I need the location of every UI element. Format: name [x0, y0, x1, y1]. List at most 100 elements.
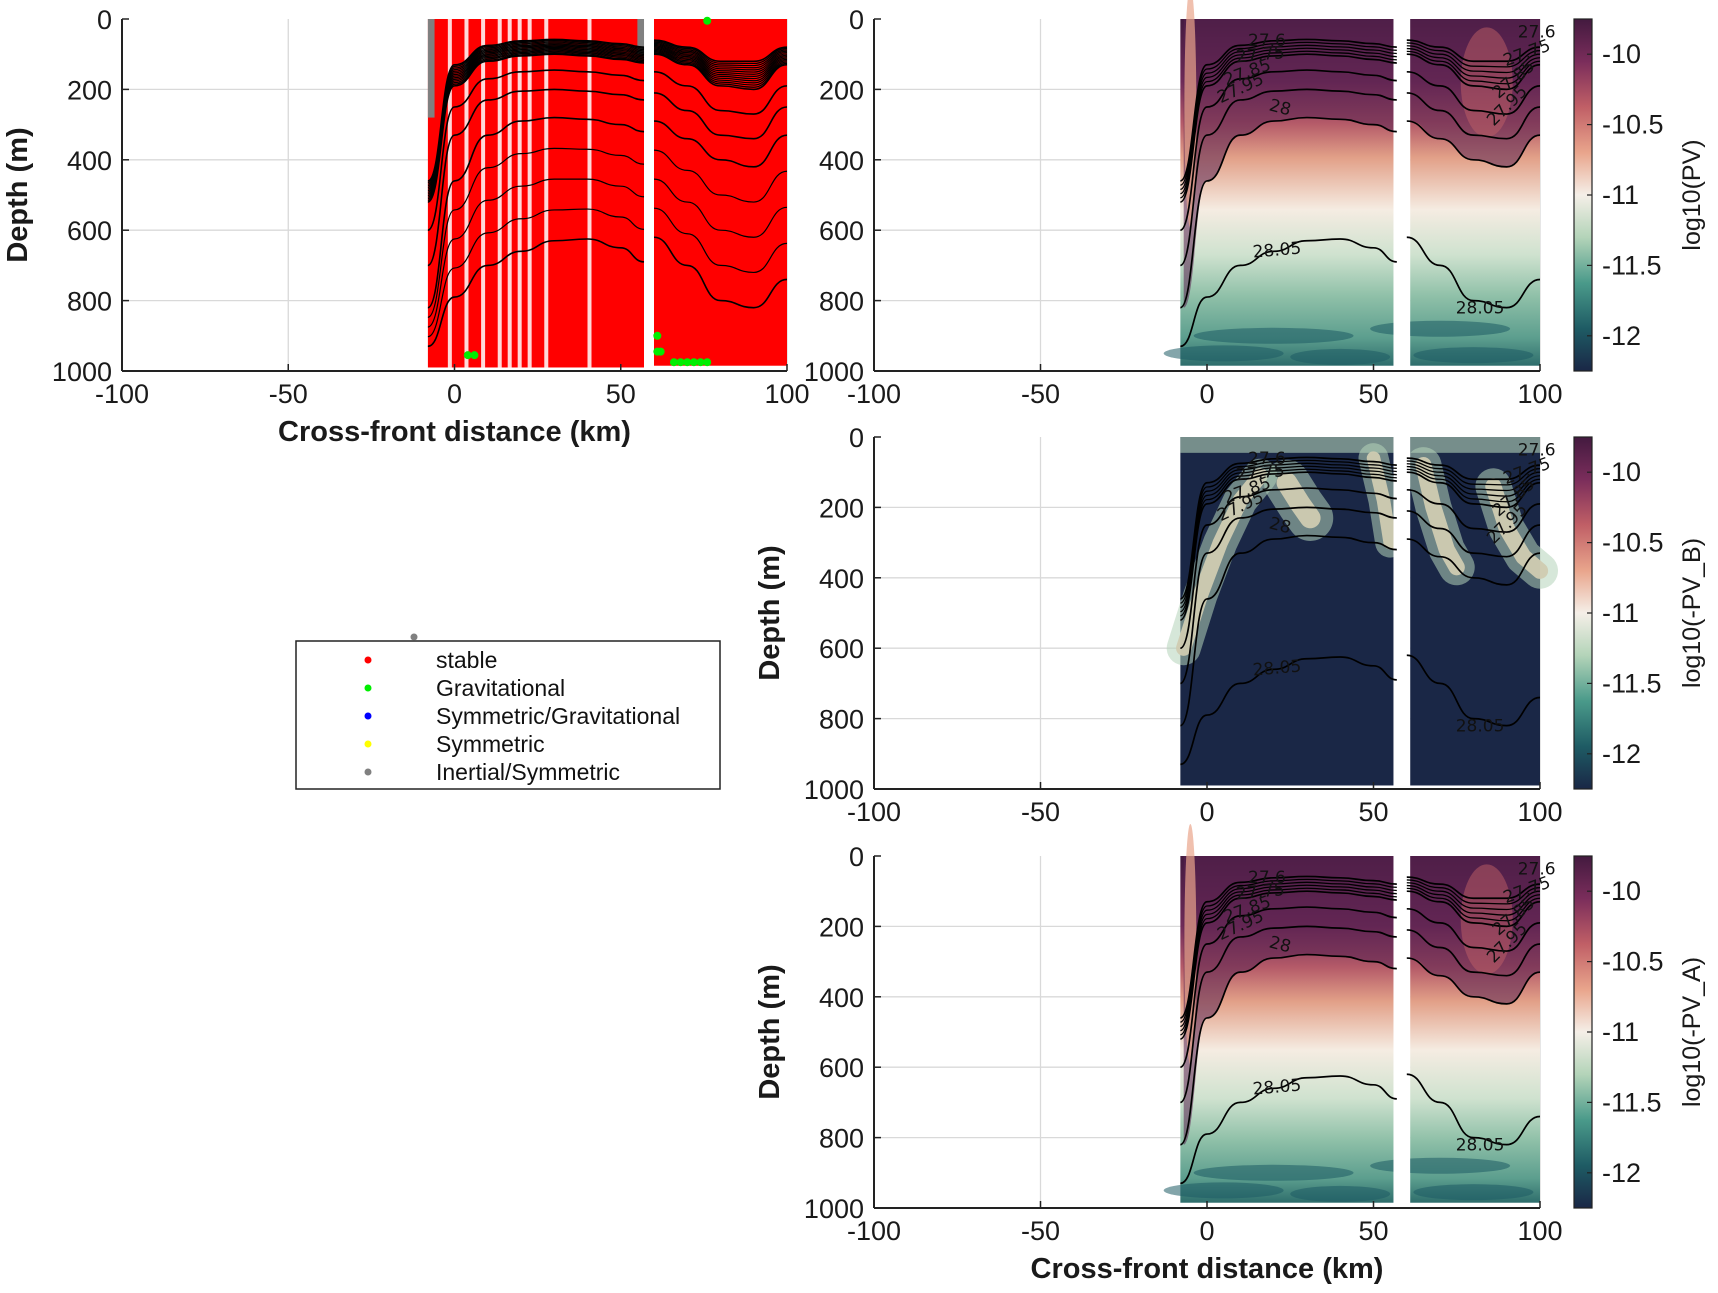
isopycnal-intermediate — [1180, 887, 1397, 1036]
colorbar-tick-label: -10 — [1602, 39, 1641, 69]
y-tick-label: 800 — [819, 705, 864, 735]
isopycnal-intermediate — [1180, 44, 1397, 191]
pv-b-ridge-halo — [1263, 459, 1334, 541]
isopycnal-intermediate — [653, 47, 788, 78]
isopycnal-27.85-east — [653, 71, 788, 115]
x-tick-label: 100 — [1517, 797, 1562, 827]
colorbar-PV: -10 -10.5 -11 -11.5 -12 log10(PV) — [1573, 18, 1706, 372]
isopycnal-27.75-east — [653, 53, 788, 91]
isopycnal-27.95-west — [1179, 925, 1397, 1104]
y-tick-label: 400 — [819, 146, 864, 176]
isopycnal-28.05-west — [1180, 1075, 1397, 1185]
isopycnal-28.05-east — [653, 236, 788, 309]
isopycnal-intermediate — [427, 47, 645, 195]
surface-band — [1180, 437, 1394, 453]
contour-label: 28.05 — [1456, 717, 1505, 737]
y-tick-label: 200 — [819, 75, 864, 105]
isopycnal-intermediate — [427, 45, 645, 192]
isopycnal-intermediate — [1406, 887, 1541, 922]
isopycnal-intermediate — [653, 44, 788, 73]
legend-marker — [364, 656, 372, 664]
isopycnal-intermediate — [653, 51, 788, 86]
isopycnal-28-east — [1406, 957, 1541, 1005]
contour-label: 27.6 — [1248, 449, 1286, 469]
x-tick-label: -50 — [1021, 379, 1060, 409]
isopycnal-intermediate — [1406, 460, 1541, 486]
isopycnal-28.05-west — [427, 238, 645, 348]
deep-streak — [1290, 1185, 1391, 1202]
deep-streak — [1193, 327, 1354, 344]
missing-profile-gap — [587, 19, 592, 368]
isopycnal-intermediate — [427, 44, 645, 190]
y-tick-label: 0 — [849, 423, 864, 453]
isopycnal-27.95-west — [427, 88, 645, 267]
y-tick-label: 600 — [819, 216, 864, 246]
gravitational-point — [696, 358, 705, 367]
x-tick-label: 100 — [1517, 1216, 1562, 1246]
axes-panel-instability-classification: -100 -50 0 50 10002004006008001000Cross-fron… — [2, 5, 810, 448]
isopycnal-intermediate — [653, 41, 788, 67]
isopycnal-27.85-east — [1406, 488, 1541, 533]
isopycnal-intermediate — [1406, 882, 1541, 911]
colorbar-tick-label: -11 — [1602, 598, 1639, 628]
isopycnal-intermediate — [427, 208, 645, 338]
y-tick-label: 0 — [849, 842, 864, 872]
colorbar-tick-label: -10.5 — [1602, 947, 1664, 977]
missing-profile-gap — [507, 19, 512, 368]
y-tick-label: 400 — [819, 983, 864, 1013]
gravitational-point — [653, 331, 662, 340]
x-tick-label: -50 — [1021, 797, 1060, 827]
isopycnal-intermediate — [1180, 47, 1397, 195]
isopycnal-27.95-east — [1406, 510, 1541, 558]
missing-profile-gap — [544, 19, 549, 368]
isopycnal-intermediate — [1406, 42, 1541, 68]
y-tick-label: 600 — [67, 216, 112, 246]
x-tick-label: -100 — [847, 797, 901, 827]
isopycnal-28-east — [1406, 538, 1541, 586]
x-tick-label: -50 — [269, 379, 308, 409]
legend-stray-marker — [410, 633, 418, 641]
contour-label: 27.6 — [1518, 440, 1556, 460]
deep-streak — [1370, 320, 1511, 337]
colorbar-PV_B: -10 -10.5 -11 -11.5 -12 log10(-PV_B) — [1573, 436, 1706, 790]
isopycnal-intermediate — [1180, 881, 1397, 1028]
y-tick-label: 400 — [67, 146, 112, 176]
x-tick-label: -50 — [1021, 1216, 1060, 1246]
isopycnal-28-east — [1406, 120, 1541, 168]
isopycnal-intermediate — [1180, 459, 1397, 604]
missing-profile-gap — [481, 19, 486, 368]
isopycnal-intermediate — [653, 48, 788, 80]
deep-streak — [1163, 345, 1284, 362]
missing-profile-gap — [517, 19, 522, 368]
x-tick-label: -100 — [847, 379, 901, 409]
isopycnal-27.85-west — [1179, 487, 1397, 650]
legend-label: Gravitational — [436, 675, 565, 701]
inertial-symmetric-region — [637, 19, 645, 55]
isopycnal-intermediate — [1180, 462, 1397, 609]
contour-label: 27.75 — [1235, 43, 1285, 67]
y-tick-label: 0 — [849, 5, 864, 35]
isopycnal-27.6-east — [1406, 39, 1541, 63]
y-tick-label: 1000 — [804, 775, 864, 805]
y-tick-label: 800 — [67, 287, 112, 317]
isopycnal-intermediate — [653, 42, 788, 69]
isopycnal-27.95-west — [1179, 506, 1397, 685]
legend-label: Symmetric — [436, 731, 545, 757]
colorbar-tick-label: -11 — [1602, 1017, 1639, 1047]
x-tick-label: 50 — [606, 379, 636, 409]
isopycnal-intermediate — [1180, 468, 1397, 617]
isopycnal-27.85-east — [1406, 70, 1541, 115]
isopycnal-27.75-east — [1406, 890, 1541, 928]
isopycnal-intermediate — [1406, 884, 1541, 916]
isopycnal-28-west — [1179, 116, 1397, 309]
gravitational-point — [703, 16, 712, 25]
x-tick-label: 0 — [1199, 797, 1214, 827]
isopycnal-intermediate — [1406, 463, 1541, 492]
contour-label: 27.6 — [1518, 22, 1556, 42]
isopycnal-intermediate — [427, 52, 645, 202]
isopycnal-27.6-west — [427, 38, 645, 182]
isopycnal-27.75-west — [1179, 471, 1397, 621]
x-tick-label: 50 — [1358, 797, 1388, 827]
